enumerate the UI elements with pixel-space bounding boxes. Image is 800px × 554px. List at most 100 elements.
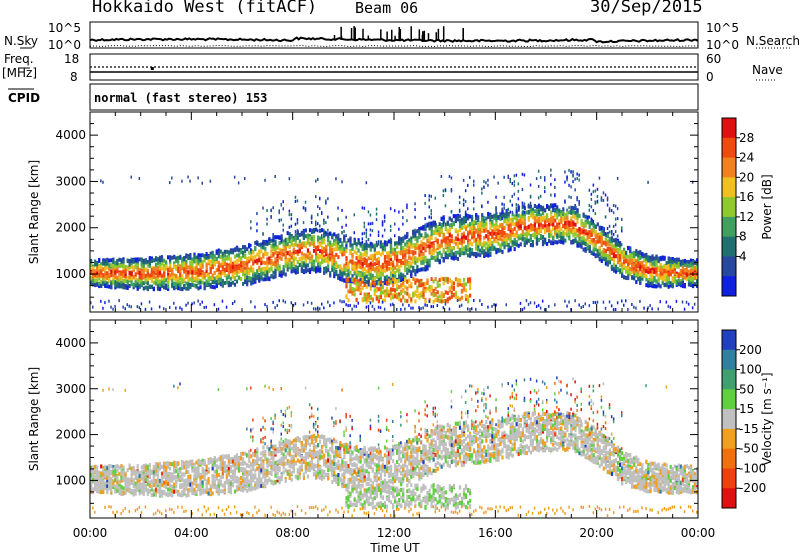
scatter-cell (195, 258, 198, 263)
scatter-cell (333, 242, 336, 246)
scatter-cell (284, 253, 287, 258)
scatter-cell (521, 206, 524, 210)
scatter-cell (209, 284, 212, 289)
scatter-cell (596, 222, 599, 227)
scatter-cell (572, 180, 574, 184)
scatter-cell (165, 262, 168, 267)
scatter-cell (355, 304, 357, 308)
scatter-cell (625, 275, 628, 280)
scatter-cell (616, 267, 620, 271)
scatter-cell (292, 247, 295, 252)
scatter-cell (169, 273, 172, 278)
scatter-cell (578, 227, 581, 231)
scatter-cell (231, 274, 235, 279)
scatter-cell (94, 269, 97, 274)
scatter-cell (371, 273, 374, 278)
scatter-cell (614, 269, 618, 274)
scatter-cell (278, 209, 280, 213)
scatter-cell (428, 250, 431, 255)
scatter-cell (302, 262, 305, 267)
scatter-cell (315, 307, 317, 311)
scatter-cell (501, 210, 504, 215)
scatter-cell (278, 267, 281, 272)
scatter-cell (110, 269, 113, 274)
scatter-cell (357, 272, 360, 277)
scatter-cell (653, 262, 656, 267)
scatter-cell (389, 296, 393, 301)
scatter-cell (219, 249, 222, 254)
scatter-cell (515, 230, 518, 235)
scatter-cell (442, 189, 445, 193)
scatter-cell (292, 303, 295, 307)
scatter-cell (521, 237, 524, 242)
scatter-cell (392, 271, 395, 276)
scatter-cell (614, 241, 618, 246)
scatter-cell (491, 219, 494, 224)
scatter-cell (539, 218, 543, 223)
scatter-cell (511, 194, 513, 198)
scatter-cell (446, 277, 449, 282)
scatter-cell (331, 234, 334, 239)
scatter-cell (667, 256, 670, 261)
scatter-cell (331, 258, 334, 263)
scatter-cell (92, 279, 95, 284)
scatter-cell (298, 257, 301, 261)
scatter-cell (227, 271, 230, 275)
scatter-cell (596, 236, 599, 241)
scatter-cell (400, 237, 403, 242)
scatter-cell (319, 224, 321, 228)
scatter-cell (479, 230, 482, 235)
scatter-cell (588, 235, 591, 240)
scatter-cell (586, 245, 589, 250)
scatter-cell (414, 215, 416, 219)
scatter-cell (92, 271, 95, 276)
scatter-cell (177, 266, 180, 271)
scatter-cell (394, 277, 397, 282)
scatter-cell (448, 223, 451, 228)
scatter-cell (146, 273, 149, 278)
scatter-cell (410, 306, 412, 310)
scatter-cell (134, 283, 137, 288)
scatter-cell (165, 278, 168, 283)
scatter-cell (353, 268, 356, 273)
scatter-cell (489, 244, 492, 249)
scatter-cell (231, 280, 235, 285)
scatter-cell (217, 251, 220, 256)
scatter-cell (584, 302, 586, 306)
scatter-cell (667, 276, 670, 281)
scatter-cell (359, 288, 362, 293)
scatter-cell (132, 265, 135, 270)
scatter-cell (404, 261, 407, 266)
scatter-cell (185, 263, 188, 268)
scatter-cell (633, 250, 636, 255)
scatter-cell (209, 267, 212, 272)
scatter-cell (592, 239, 595, 244)
scatter-cell (329, 304, 331, 308)
scatter-cell (244, 269, 247, 274)
scatter-cell (594, 301, 597, 305)
scatter-cell (282, 228, 284, 232)
scatter-cell (375, 243, 378, 248)
scatter-cell (258, 265, 261, 270)
scatter-cell (126, 285, 129, 290)
scatter-cell (233, 267, 237, 272)
scatter-cell (197, 272, 200, 277)
scatter-cell (635, 280, 638, 285)
scatter-cell (525, 238, 528, 243)
scatter-cell (304, 244, 307, 249)
scatter-cell (535, 241, 539, 246)
scatter-cell (639, 280, 642, 285)
scatter-cell (600, 243, 603, 248)
scatter-cell (475, 216, 478, 221)
scatter-cell (414, 299, 417, 304)
scatter-cell (296, 269, 299, 274)
scatter-cell (602, 191, 605, 195)
scatter-cell (495, 224, 498, 229)
scatter-cell (464, 189, 467, 193)
scatter-cell (462, 285, 466, 290)
scatter-cell (288, 209, 291, 213)
scatter-cell (274, 250, 277, 255)
scatter-cell (130, 276, 133, 281)
scatter-cell (171, 274, 174, 279)
scatter-cell (286, 257, 289, 262)
